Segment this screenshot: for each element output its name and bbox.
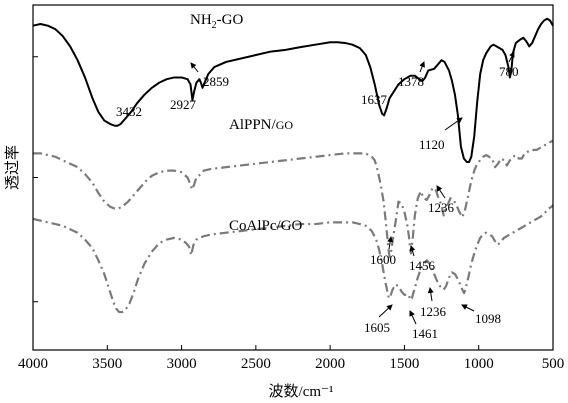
peak-arrow bbox=[409, 310, 417, 325]
series-layer bbox=[32, 17, 554, 314]
peak-label: 1605 bbox=[364, 320, 390, 335]
peak-arrow bbox=[190, 62, 199, 73]
series-line-3 bbox=[32, 204, 554, 314]
x-tick-label: 2000 bbox=[315, 356, 345, 372]
x-tick-label: 4000 bbox=[18, 356, 48, 372]
peak-label: 1637 bbox=[361, 92, 388, 107]
peak-arrow bbox=[427, 287, 434, 302]
peak-arrow bbox=[508, 51, 515, 63]
peak-label: 1236 bbox=[420, 304, 447, 319]
series-line-1 bbox=[32, 17, 554, 163]
peak-arrow bbox=[409, 245, 416, 257]
peak-label: 2927 bbox=[170, 97, 197, 112]
peak-label: 1378 bbox=[398, 74, 424, 89]
series-label-3: CoAlPc/GO bbox=[229, 218, 303, 234]
x-tick-label: 2500 bbox=[241, 356, 271, 372]
axes-layer: 4000 3500 3000 2500 2000 1500 1000 500 波数/cm⁻¹ 透过… bbox=[4, 4, 565, 400]
x-tick-label: 3000 bbox=[167, 356, 197, 372]
peak-label: 3432 bbox=[116, 104, 142, 119]
series-line-2 bbox=[33, 140, 553, 258]
peak-arrow bbox=[461, 304, 475, 312]
peak-label: 1600 bbox=[370, 252, 396, 267]
peak-label: 1098 bbox=[475, 311, 501, 326]
annotations-layer: 3432 2927 2859 1637 1378 1120 780 1236 1600 1456 1… bbox=[116, 51, 519, 341]
x-tick-label: 3500 bbox=[92, 356, 122, 372]
peak-arrow bbox=[378, 304, 393, 318]
peak-label: 1461 bbox=[412, 326, 438, 341]
x-tick-label: 500 bbox=[542, 356, 565, 372]
peak-label: 1456 bbox=[409, 258, 436, 273]
series-label-2: AlPPN/GO bbox=[229, 117, 293, 133]
y-axis-title: 透过率 bbox=[4, 145, 21, 190]
peak-arrow bbox=[387, 236, 394, 250]
labels-layer: NH2-GO AlPPN/GO CoAlPc/GO bbox=[190, 12, 303, 234]
peak-label: 1120 bbox=[419, 137, 445, 152]
peak-label: 780 bbox=[499, 64, 519, 79]
peak-arrow bbox=[419, 61, 425, 73]
peak-arrow bbox=[436, 185, 446, 199]
x-tick-label: 1000 bbox=[464, 356, 494, 372]
x-axis-title: 波数/cm⁻¹ bbox=[269, 383, 334, 400]
x-tick-label: 1500 bbox=[389, 356, 419, 372]
peak-arrow bbox=[444, 117, 463, 131]
series-label-1: NH2-GO bbox=[190, 12, 243, 31]
peak-label: 1236 bbox=[428, 200, 455, 215]
peak-label: 2859 bbox=[203, 74, 229, 89]
